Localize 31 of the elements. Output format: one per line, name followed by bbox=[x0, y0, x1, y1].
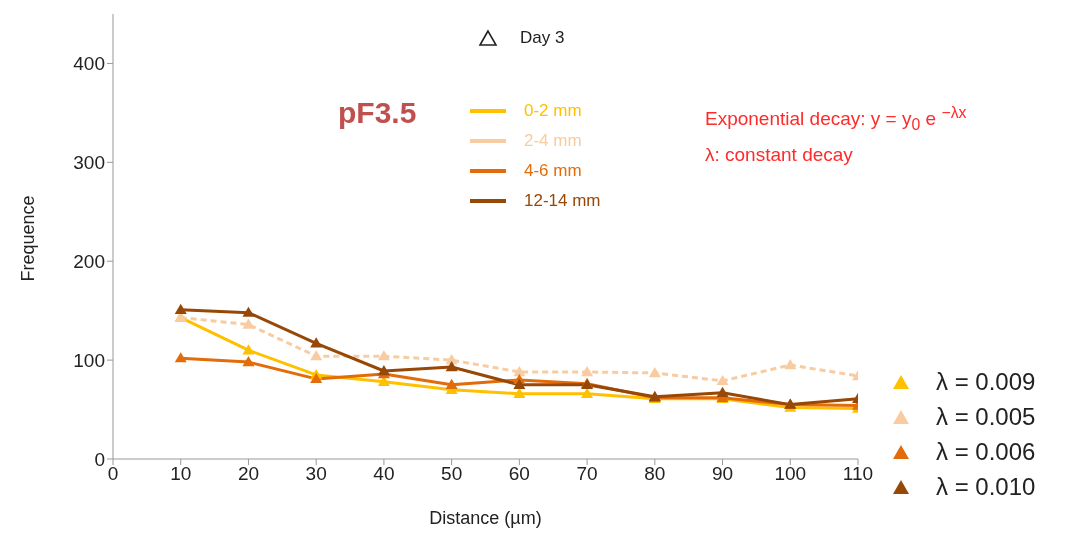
x-tick-label: 70 bbox=[576, 463, 598, 485]
y-tick-label: 300 bbox=[73, 152, 105, 174]
x-tick-label: 110 bbox=[842, 463, 874, 485]
text: pF3.5 bbox=[338, 96, 417, 130]
x-tick-label: 80 bbox=[644, 463, 666, 485]
x-tick-label: 60 bbox=[508, 463, 530, 485]
x-tick-label: 30 bbox=[305, 463, 327, 485]
x-tick-label: 50 bbox=[441, 463, 463, 485]
y-tick-label: 0 bbox=[94, 448, 105, 470]
y-tick-label: 400 bbox=[73, 53, 105, 75]
annotation: Exponential decay: y = y$_{0}$ e $^{−λx}$ bbox=[705, 104, 967, 134]
x-axis-title: Distance (µm) bbox=[428, 508, 543, 529]
y-tick-label: 100 bbox=[73, 349, 105, 371]
x-tick-label: 40 bbox=[373, 463, 395, 485]
text: λ = 0.009 bbox=[936, 367, 1036, 396]
x-tick-label: 90 bbox=[711, 463, 734, 485]
text: Day 3 bbox=[520, 28, 565, 48]
y-tick-label: 200 bbox=[73, 250, 105, 272]
annotation: λ: constant decay bbox=[705, 144, 853, 166]
legend-label: 0-2 mm bbox=[524, 101, 582, 121]
x-tick-label: 0 bbox=[107, 463, 119, 485]
text: λ = 0.005 bbox=[936, 402, 1036, 431]
legend-label: 12-14 mm bbox=[524, 191, 601, 211]
x-tick-label: 10 bbox=[170, 463, 192, 485]
legend-label: 4-6 mm bbox=[524, 161, 582, 181]
x-tick-label: 20 bbox=[237, 463, 260, 485]
text: λ = 0.006 bbox=[936, 437, 1036, 466]
y-axis-title: Frequence bbox=[17, 194, 39, 282]
x-tick-label: 100 bbox=[774, 463, 807, 485]
legend-label: 2-4 mm bbox=[524, 131, 582, 151]
text: λ = 0.010 bbox=[936, 472, 1036, 501]
